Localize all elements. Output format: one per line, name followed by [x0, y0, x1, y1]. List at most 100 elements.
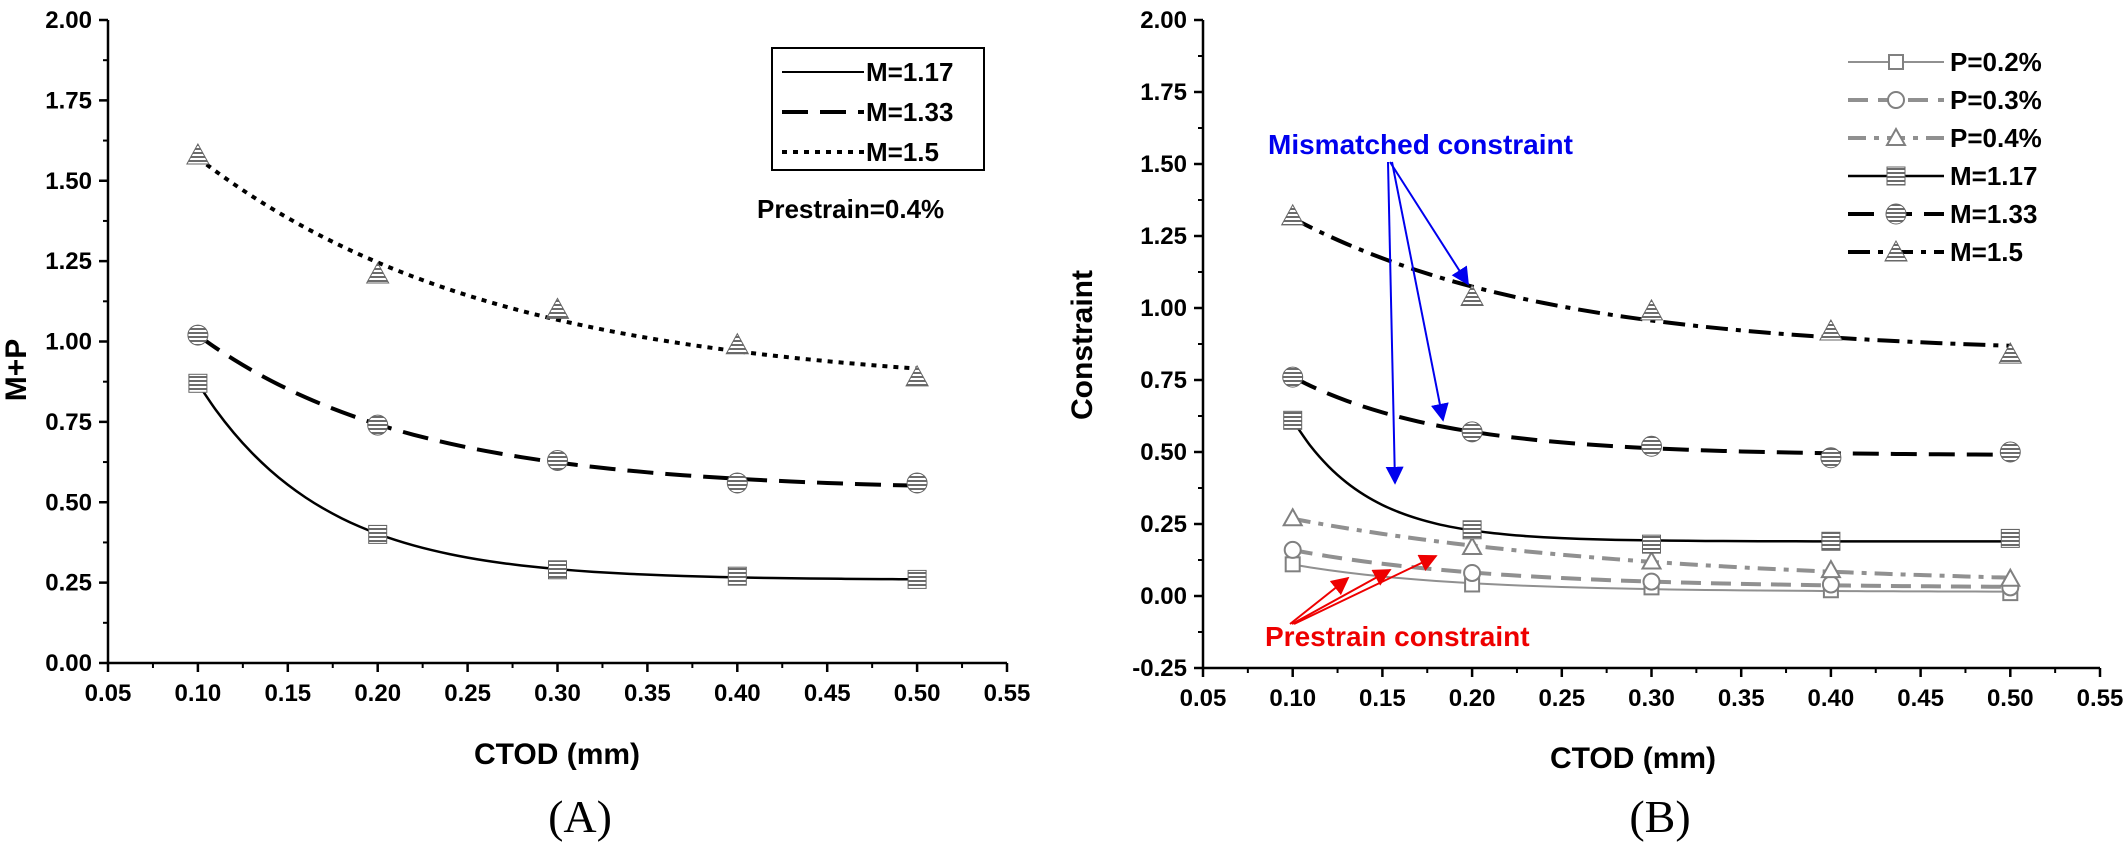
- chart-a-xlabel: CTOD (mm): [474, 738, 640, 771]
- chart-a-legend: M=1.17 M=1.33 M=1.5: [771, 47, 985, 171]
- chart-b-point-m133: [1461, 421, 1483, 443]
- chart-a-legend-label-m15: M=1.5: [866, 137, 939, 167]
- chart-a-series-line-m117: [196, 382, 918, 581]
- mismatched-arrow-2: [1391, 161, 1449, 422]
- chart-b-point-m117: [2000, 528, 2020, 548]
- chart-b-point-p04: [1999, 567, 2022, 587]
- chart-a-markers: [186, 142, 929, 589]
- chart-b-xtick-label: 0.15: [1359, 685, 1406, 712]
- chart-b-ytick-label: -0.25: [1132, 655, 1187, 682]
- chart-b-ytick-label: 0.75: [1140, 367, 1187, 394]
- mismatched-arrow-1: [1389, 161, 1469, 286]
- prestrain-constraint-label: Prestrain constraint: [1265, 621, 1530, 652]
- chart-a-xtick-label: 0.25: [444, 680, 491, 707]
- chart-b-legend-label-p04: P=0.4%: [1950, 123, 2042, 153]
- chart-b-point-m15: [1998, 342, 2023, 364]
- chart-a-ytick-label: 1.50: [45, 168, 92, 195]
- chart-a-point-m15: [186, 142, 210, 165]
- chart-b-point-m15: [1460, 284, 1484, 306]
- chart-a-point-m15: [365, 261, 390, 284]
- chart-b-xtick-label: 0.25: [1538, 685, 1585, 712]
- chart-b-legend-marker-p02: [1888, 54, 1904, 70]
- chart-a-ytick-label: 1.25: [45, 248, 92, 275]
- chart-b-ytick-label: 1.75: [1140, 79, 1187, 106]
- mismatched-constraint-annotation: Mismatched constraint: [1268, 129, 1573, 485]
- chart-a-xtick-label: 0.50: [894, 680, 941, 707]
- chart-a-xtick-label: 0.35: [624, 680, 671, 707]
- chart-a-point-m117: [188, 373, 208, 393]
- chart-b-point-p04: [1461, 536, 1483, 556]
- chart-a-point-m117: [727, 566, 747, 586]
- prestrain-arrow-2: [1291, 569, 1392, 625]
- chart-b-xtick-label: 0.20: [1449, 685, 1496, 712]
- chart-a-xtick-label: 0.45: [804, 680, 851, 707]
- chart-b-point-m15: [1639, 298, 1664, 321]
- chart-b-legend-label-m15: M=1.5: [1950, 237, 2023, 267]
- chart-b-legend-label-p02: P=0.2%: [1950, 47, 2042, 77]
- chart-a-xtick-label: 0.15: [264, 680, 311, 707]
- chart-b-point-p04: [1281, 507, 1304, 527]
- chart-b-ytick-label: 1.00: [1140, 295, 1187, 322]
- chart-b-xtick-label: 0.55: [2077, 685, 2124, 712]
- chart-a-xtick-label: 0.30: [534, 680, 581, 707]
- chart-b-legend-label-m117: M=1.17: [1950, 161, 2037, 191]
- chart-b-xtick-label: 0.45: [1897, 685, 1944, 712]
- chart-a-point-m133: [367, 414, 389, 436]
- chart-a-ticks: 0.05 0.10 0.15 0.20 0.25 0.30 0.35 0.40 0.45 0.50…: [45, 7, 1030, 707]
- chart-b-point-m117: [1283, 410, 1303, 430]
- chart-b-point-p04: [1640, 550, 1663, 570]
- chart-a-point-m133: [906, 472, 928, 494]
- chart-a-xtick-label: 0.40: [714, 680, 761, 707]
- chart-b-ytick-label: 1.50: [1140, 151, 1187, 178]
- chart-a-legend-box: [771, 47, 985, 171]
- chart-a-ytick-label: 0.25: [45, 570, 92, 597]
- chart-b: 0.05 0.10 0.15 0.20 0.25 0.30 0.35 0.40 0.45 0.50…: [1066, 7, 2123, 842]
- chart-b-point-m15: [1819, 319, 1843, 341]
- chart-b-xtick-label: 0.50: [1987, 685, 2034, 712]
- chart-a: 0.05 0.10 0.15 0.20 0.25 0.30 0.35 0.40 0.45 0.50…: [0, 7, 1030, 842]
- prestrain-constraint-annotation: Prestrain constraint: [1265, 554, 1530, 652]
- chart-b-ytick-label: 0.25: [1140, 511, 1187, 538]
- chart-b-markers: [1280, 203, 2023, 602]
- chart-b-legend-marker-p03: [1887, 91, 1905, 109]
- chart-b-legend-marker-m133: [1885, 203, 1907, 225]
- chart-b-xlabel: CTOD (mm): [1550, 742, 1716, 775]
- chart-a-point-m15: [725, 332, 750, 355]
- chart-b-point-m15: [1280, 203, 1305, 226]
- chart-a-ytick-label: 1.75: [45, 87, 92, 114]
- chart-a-ylabel: M+P: [0, 339, 33, 402]
- chart-b-point-m117: [1462, 520, 1482, 540]
- chart-b-point-p03: [1821, 575, 1840, 594]
- chart-b-point-m133: [1820, 447, 1842, 469]
- chart-b-xtick-label: 0.35: [1718, 685, 1765, 712]
- chart-b-ytick-label: 1.25: [1140, 223, 1187, 250]
- chart-b-legend-marker-p04: [1885, 126, 1907, 146]
- chart-a-ytick-label: 0.75: [45, 409, 92, 436]
- chart-a-xtick-label: 0.05: [85, 680, 132, 707]
- chart-a-ytick-label: 0.50: [45, 489, 92, 516]
- chart-b-point-p04: [1820, 559, 1842, 579]
- chart-b-point-m117: [1642, 534, 1661, 554]
- chart-b-point-m133: [1999, 441, 2021, 463]
- chart-b-point-m133: [1282, 366, 1304, 388]
- chart-b-point-p03: [1642, 572, 1661, 591]
- chart-a-annotation-prestrain: Prestrain=0.4%: [757, 194, 944, 224]
- mismatched-constraint-label: Mismatched constraint: [1268, 129, 1573, 160]
- chart-b-ticks: 0.05 0.10 0.15 0.20 0.25 0.30 0.35 0.40 0.45 0.50…: [1132, 7, 2123, 712]
- chart-b-xtick-label: 0.30: [1628, 685, 1675, 712]
- chart-b-point-p03: [1283, 540, 1302, 559]
- chart-b-series-line-m15: [1291, 216, 2011, 348]
- chart-b-legend-label-m133: M=1.33: [1950, 199, 2037, 229]
- chart-b-point-m133: [1641, 435, 1662, 457]
- chart-b-point-p03: [1463, 563, 1482, 582]
- prestrain-arrow-1: [1289, 576, 1350, 625]
- chart-b-panel-label: (B): [1629, 791, 1690, 842]
- chart-a-point-m15: [545, 297, 570, 319]
- chart-a-ytick-label: 1.00: [45, 329, 92, 356]
- chart-a-ytick-label: 0.00: [45, 650, 92, 677]
- chart-a-legend-label-m117: M=1.17: [866, 57, 953, 87]
- chart-b-xtick-label: 0.10: [1269, 685, 1316, 712]
- chart-a-point-m117: [368, 524, 388, 544]
- chart-b-legend: P=0.2% P=0.3% P=0.4% M=1.17 M=1.33 M=1.5: [1848, 47, 2042, 267]
- chart-a-point-m117: [548, 560, 567, 580]
